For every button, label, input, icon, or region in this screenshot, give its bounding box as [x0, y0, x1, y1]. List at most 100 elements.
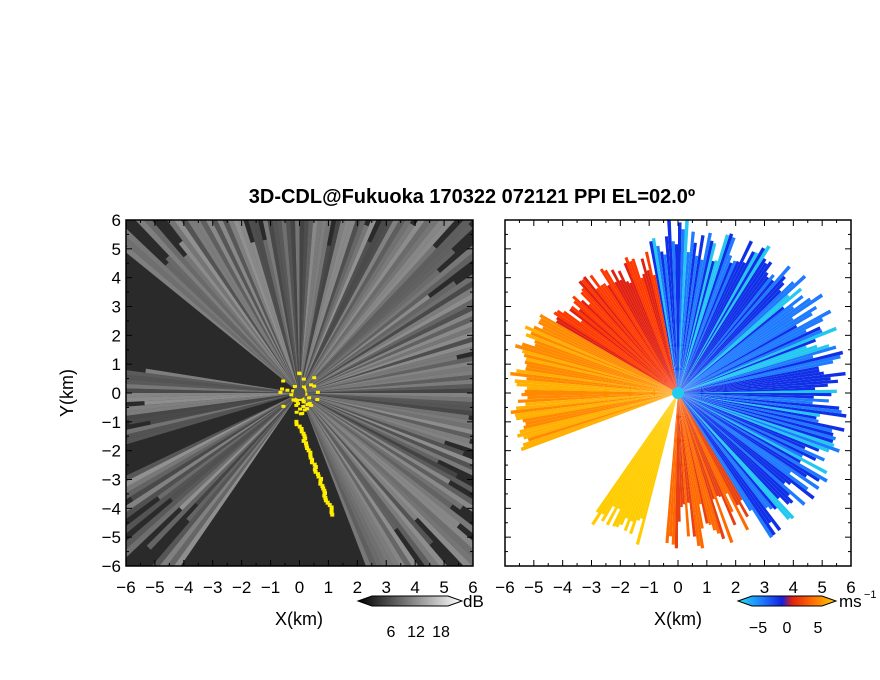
- velocity-ray: [523, 393, 678, 440]
- velocity-ray: [678, 383, 828, 393]
- velocity-ray: [678, 257, 767, 393]
- velocity-ray: [678, 243, 717, 393]
- reflectivity-ray: [205, 220, 300, 393]
- x-tick-label: −3: [582, 578, 601, 597]
- reflectivity-ray: [166, 220, 300, 393]
- velocity-ray: [678, 355, 814, 393]
- highlight-echo: [304, 443, 309, 448]
- velocity-ray: [678, 306, 795, 393]
- highlight-echo: [289, 393, 294, 397]
- velocity-ray: [678, 329, 823, 393]
- velocity-ray: [582, 276, 678, 393]
- velocity-ray: [523, 353, 678, 393]
- x-tick-label: 6: [468, 578, 477, 597]
- velocity-ray: [580, 320, 678, 393]
- velocity-ray: [678, 393, 791, 497]
- highlight-echo: [312, 467, 317, 472]
- velocity-ray: [678, 393, 792, 486]
- velocity-ray: [678, 393, 774, 539]
- velocity-ray: [678, 252, 690, 393]
- velocity-ray: [623, 393, 678, 532]
- velocity-ray: [526, 364, 678, 393]
- velocity-ray: [642, 273, 678, 393]
- reflectivity-ray: [186, 393, 300, 522]
- reflectivity-ray: [299, 273, 473, 393]
- x-tick-label: −6: [116, 578, 135, 597]
- velocity-ray: [625, 393, 678, 519]
- velocity-ray: [678, 393, 778, 510]
- velocity-ray: [573, 300, 678, 393]
- velocity-ray: [631, 258, 678, 393]
- reflectivity-ray: [299, 248, 456, 393]
- velocity-ray: [678, 393, 813, 405]
- highlight-echo: [316, 474, 321, 479]
- velocity-ray: [678, 393, 719, 497]
- velocity-ray: [678, 345, 837, 393]
- highlight-echo: [305, 407, 310, 411]
- velocity-ray: [678, 235, 705, 393]
- highlight-echo: [313, 469, 318, 474]
- highlight-echo: [323, 498, 328, 503]
- velocity-ray: [678, 245, 771, 393]
- highlight-echo: [301, 438, 306, 443]
- right-colorbar-unit: ms: [839, 592, 862, 611]
- highlight-echo: [303, 436, 308, 441]
- x-tick-label: 4: [410, 578, 419, 597]
- velocity-ray: [678, 247, 766, 393]
- reflectivity-ray: [216, 220, 300, 393]
- velocity-ray: [678, 393, 820, 452]
- reflectivity-ray: [299, 220, 377, 393]
- velocity-ray: [527, 393, 678, 442]
- highlight-echo: [318, 481, 323, 486]
- velocity-ray: [678, 393, 709, 524]
- velocity-ray: [524, 360, 678, 393]
- reflectivity-ray: [281, 220, 300, 393]
- right-colorbar-unit-exponent: −1: [864, 589, 877, 601]
- velocity-ray: [678, 273, 775, 393]
- velocity-ray: [678, 393, 835, 448]
- reflectivity-ray: [299, 220, 342, 393]
- highlight-echo: [301, 385, 306, 389]
- velocity-ray: [617, 270, 678, 393]
- velocity-ray: [539, 313, 678, 393]
- highlight-echo: [301, 405, 306, 409]
- velocity-ray: [678, 393, 737, 526]
- reflectivity-ray: [299, 244, 473, 393]
- velocity-ray: [678, 393, 817, 461]
- velocity-ray: [640, 277, 678, 393]
- left-colorbar-unit: dB: [463, 592, 484, 611]
- velocity-ray: [524, 325, 678, 393]
- velocity-ray: [678, 281, 795, 393]
- x-tick-label: −4: [174, 578, 193, 597]
- highlight-echo: [303, 441, 308, 446]
- velocity-ray: [591, 393, 678, 526]
- velocity-ray: [678, 393, 715, 500]
- y-tick-label: 5: [112, 240, 121, 259]
- reflectivity-ray: [143, 220, 300, 393]
- highlight-echo: [298, 407, 303, 411]
- velocity-ray: [678, 312, 813, 393]
- velocity-ray: [678, 338, 817, 393]
- velocity-ray: [678, 222, 682, 393]
- velocity-ray: [612, 393, 678, 508]
- reflectivity-ray: [250, 241, 300, 393]
- velocity-ray: [678, 274, 807, 393]
- reflectivity-ray: [299, 393, 473, 494]
- reflectivity-ray: [299, 393, 439, 464]
- velocity-ray: [678, 326, 821, 393]
- highlight-echo: [318, 479, 323, 484]
- reflectivity-ray: [299, 220, 332, 393]
- reflectivity-ray: [227, 220, 300, 393]
- reflectivity-ray: [299, 223, 473, 393]
- highlight-echo: [322, 493, 327, 498]
- highlight-echo: [322, 488, 327, 493]
- velocity-ray: [644, 251, 678, 393]
- velocity-ray: [678, 305, 818, 393]
- reflectivity-ray: [126, 393, 300, 500]
- velocity-ray: [678, 260, 737, 393]
- right-x-axis-label: X(km): [654, 609, 702, 629]
- highlight-echo: [309, 403, 314, 407]
- velocity-ray: [599, 268, 678, 393]
- velocity-ray: [569, 308, 678, 393]
- velocity-ray: [678, 393, 837, 441]
